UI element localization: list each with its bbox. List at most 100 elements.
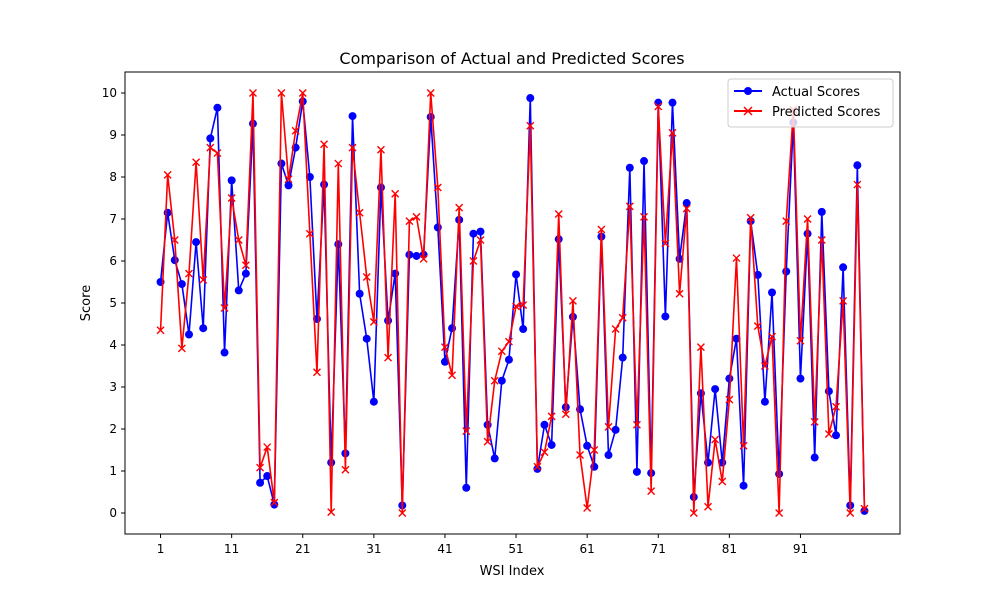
- series-actual-point: [526, 94, 535, 103]
- series-actual-point: [583, 441, 592, 450]
- series-predicted-point: [533, 462, 542, 471]
- series-actual-point: [618, 353, 627, 362]
- x-tick-label: 41: [437, 542, 452, 556]
- series-actual-point: [362, 334, 371, 343]
- series-predicted-point: [704, 502, 713, 511]
- series-layer: [156, 89, 869, 517]
- series-predicted-point: [284, 175, 293, 184]
- series-predicted-point: [256, 463, 265, 472]
- series-predicted-point: [597, 225, 606, 234]
- series-predicted-point: [234, 236, 243, 244]
- series-predicted-point: [547, 412, 556, 421]
- series-predicted-point: [483, 437, 492, 446]
- y-tick-label: 8: [109, 170, 117, 184]
- y-tick-label: 0: [109, 506, 117, 520]
- series-predicted-point: [348, 143, 357, 152]
- series-predicted-point: [497, 347, 506, 356]
- series-actual-point: [725, 374, 734, 383]
- series-actual-point: [519, 325, 528, 334]
- series-actual-point: [832, 431, 841, 440]
- series-actual-point: [220, 348, 229, 357]
- series-predicted-point: [824, 430, 833, 439]
- series-actual-point: [412, 251, 421, 260]
- series-predicted-point: [334, 159, 343, 168]
- series-actual-point: [476, 227, 485, 236]
- series-predicted-point: [355, 208, 364, 217]
- series-predicted-point: [803, 215, 812, 223]
- series-actual-point: [348, 112, 357, 121]
- series-predicted-point: [341, 465, 350, 474]
- series-actual-point: [817, 207, 826, 216]
- series-predicted-point: [199, 275, 208, 284]
- series-actual-point: [163, 208, 172, 217]
- series-predicted-point: [682, 204, 691, 213]
- series-actual-point: [376, 183, 385, 192]
- series-predicted-point: [391, 189, 400, 198]
- series-actual-point: [263, 472, 272, 481]
- series-predicted-point: [455, 203, 464, 212]
- series-actual-point: [369, 397, 378, 406]
- series-predicted-point: [661, 239, 670, 248]
- series-predicted-point: [519, 301, 528, 310]
- x-tick-label: 71: [651, 542, 666, 556]
- y-tick-label: 6: [109, 254, 117, 268]
- series-actual-point: [469, 229, 478, 238]
- series-predicted-point: [853, 180, 862, 189]
- series-actual-point: [213, 103, 222, 112]
- x-tick-label: 21: [295, 542, 310, 556]
- series-predicted-point: [775, 509, 784, 517]
- series-actual-point: [234, 286, 243, 295]
- series-predicted-point: [192, 158, 201, 167]
- series-actual-point: [782, 267, 791, 276]
- series-actual-point: [739, 481, 748, 490]
- series-predicted-point: [839, 296, 848, 305]
- series-predicted-point: [675, 289, 684, 298]
- y-axis-ticks: 0 1 2 3 4 5 6 7 8 9 10: [102, 86, 125, 520]
- series-predicted-point: [753, 322, 762, 331]
- series-actual-point: [184, 330, 193, 339]
- series-predicted-point: [241, 261, 250, 270]
- series-actual-point: [284, 181, 293, 190]
- y-tick-label: 1: [109, 464, 117, 478]
- series-actual-point: [732, 334, 741, 343]
- series-actual-point: [640, 157, 649, 166]
- series-predicted-point: [540, 448, 549, 457]
- series-actual-point: [490, 454, 499, 463]
- series-predicted-point: [647, 487, 656, 496]
- legend-box: [727, 78, 894, 128]
- x-tick-label: 11: [224, 542, 239, 556]
- legend-actual-label: Actual Scores: [772, 85, 860, 100]
- series-actual-point: [775, 469, 784, 478]
- y-axis-label: Score: [79, 285, 94, 321]
- series-predicted-point: [668, 128, 677, 137]
- series-actual-point: [661, 312, 670, 321]
- y-tick-label: 7: [109, 212, 117, 226]
- series-predicted-point: [711, 435, 720, 444]
- series-actual-point: [384, 316, 393, 325]
- series-actual-point: [810, 453, 819, 462]
- series-actual-point: [227, 176, 236, 185]
- series-predicted-point: [490, 376, 499, 385]
- series-predicted-point: [611, 325, 620, 334]
- series-predicted-point: [782, 217, 791, 226]
- series-predicted-point: [568, 296, 577, 305]
- series-predicted-point: [426, 89, 435, 97]
- series-actual-point: [632, 467, 641, 476]
- series-predicted-point: [327, 508, 336, 517]
- series-predicted-point: [512, 302, 521, 311]
- series-predicted-point: [625, 202, 634, 211]
- series-predicted-point: [170, 236, 179, 244]
- series-predicted-point: [184, 269, 193, 278]
- series-predicted-point: [419, 254, 428, 263]
- series-actual-point: [206, 134, 215, 143]
- series-predicted-point: [725, 395, 734, 404]
- series-actual-point: [199, 324, 208, 333]
- series-actual-point: [334, 240, 343, 249]
- series-actual-point: [192, 238, 201, 247]
- series-predicted-point: [177, 344, 186, 353]
- series-actual-point: [711, 385, 720, 394]
- series-actual-point: [554, 235, 563, 244]
- series-actual-point: [753, 270, 762, 279]
- series-predicted-point: [561, 410, 570, 419]
- series-actual-point: [625, 163, 634, 172]
